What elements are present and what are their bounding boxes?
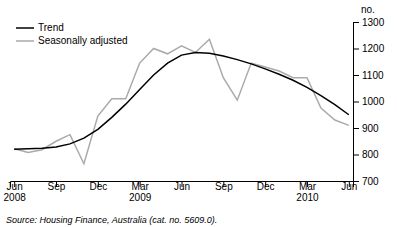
y-tick-mark (353, 22, 359, 23)
x-tick: Sep (215, 181, 233, 192)
legend-swatch (16, 27, 34, 29)
y-tick-label: 1300 (362, 17, 385, 28)
x-tick-label: Dec (257, 181, 275, 192)
y-axis: 700 800 900 1000 1100 1200 1300 (353, 17, 385, 187)
x-tick-label: Sep (215, 181, 233, 192)
x-tick: Jun2008 (4, 181, 27, 203)
y-tick-mark (353, 75, 359, 76)
x-tick: Sep (48, 181, 66, 192)
legend: Trend Seasonally adjusted (16, 22, 128, 46)
x-tick-label: Mar2009 (129, 181, 152, 203)
y-tick-label: 800 (362, 149, 379, 160)
x-tick: Mar2010 (296, 181, 319, 203)
y-tick: 900 (353, 123, 379, 134)
x-tick: Jun (174, 181, 190, 192)
x-tick-label: Sep (48, 181, 66, 192)
plot-area (14, 39, 349, 164)
x-axis: Jun2008 Sep Dec Mar2009 Jun Sep Dec Mar2010 Jun (4, 181, 358, 203)
y-tick-label: 1100 (362, 70, 384, 81)
x-tick-label: Dec (89, 181, 107, 192)
y-tick-label: 1200 (362, 43, 385, 54)
y-axis-title: no. (361, 4, 375, 15)
y-tick-label: 700 (362, 176, 379, 187)
chart: 700 800 900 1000 1100 1200 1300 Jun2008 Sep Dec Ma… (0, 0, 397, 227)
y-tick: 1200 (353, 43, 385, 54)
legend-label: Seasonally adjusted (38, 35, 128, 46)
y-axis-line (354, 23, 360, 182)
x-tick-label: Jun (341, 181, 357, 192)
x-tick: Dec (89, 181, 107, 192)
series-line (14, 39, 349, 164)
series-line (14, 52, 349, 149)
y-tick: 1000 (353, 96, 385, 107)
legend-label: Trend (38, 22, 64, 33)
x-tick: Mar2009 (129, 181, 152, 203)
source-note: Source: Housing Finance, Australia (cat.… (6, 215, 217, 225)
y-tick: 1100 (353, 70, 384, 81)
legend-item: Seasonally adjusted (16, 35, 128, 46)
y-tick-mark (353, 49, 359, 50)
legend-item: Trend (16, 22, 64, 33)
y-tick-mark (353, 155, 359, 156)
x-tick-label: Mar2010 (296, 181, 319, 203)
x-tick: Jun (341, 181, 357, 192)
legend-swatch (16, 40, 34, 42)
y-tick: 800 (353, 149, 379, 160)
y-tick-mark (353, 128, 359, 129)
y-tick-label: 1000 (362, 96, 385, 107)
x-tick: Dec (257, 181, 275, 192)
y-tick-mark (353, 102, 359, 103)
y-tick-label: 900 (362, 123, 379, 134)
x-tick-label: Jun (174, 181, 190, 192)
y-tick: 1300 (353, 17, 385, 28)
x-tick-label: Jun2008 (4, 181, 27, 203)
